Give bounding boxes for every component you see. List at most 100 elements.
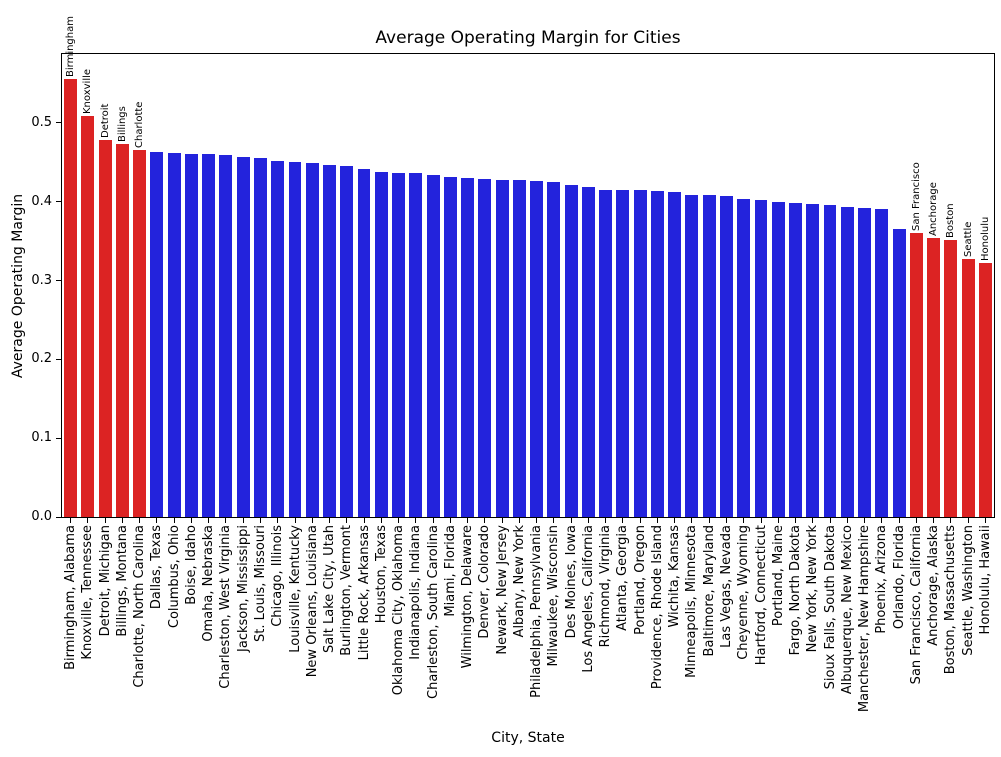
bar bbox=[392, 172, 406, 517]
bar bbox=[875, 208, 889, 517]
x-tick bbox=[467, 518, 469, 523]
y-tick bbox=[56, 437, 61, 439]
x-tick-label: Sioux Falls, South Dakota bbox=[822, 525, 838, 690]
x-tick bbox=[449, 518, 451, 523]
x-tick-label: New Orleans, Louisiana bbox=[304, 525, 320, 678]
y-tick-label: 0.2 bbox=[31, 351, 52, 367]
x-tick bbox=[432, 518, 434, 523]
x-tick-label: Hartford, Connecticut bbox=[753, 525, 769, 666]
bar bbox=[305, 163, 319, 517]
plot-area bbox=[61, 53, 995, 518]
x-tick bbox=[898, 518, 900, 523]
bar bbox=[650, 190, 664, 517]
chart-title: Average Operating Margin for Cities bbox=[375, 28, 681, 48]
bar bbox=[64, 78, 78, 517]
x-tick-label: Albany, New York bbox=[511, 525, 527, 638]
bar bbox=[323, 164, 336, 517]
bar bbox=[167, 152, 181, 517]
x-tick-label: Detroit, Michigan bbox=[97, 525, 113, 637]
x-tick bbox=[708, 518, 710, 523]
x-tick bbox=[484, 518, 486, 523]
x-tick-label: Portland, Maine bbox=[770, 525, 786, 627]
bar-annotation: Honolulu bbox=[979, 216, 991, 262]
x-tick-label: Omaha, Nebraska bbox=[201, 525, 217, 642]
bar bbox=[737, 198, 751, 517]
bar bbox=[909, 233, 923, 517]
bar bbox=[892, 229, 906, 517]
bar bbox=[271, 160, 285, 517]
x-tick bbox=[139, 518, 141, 523]
x-tick bbox=[760, 518, 762, 523]
x-tick bbox=[570, 518, 572, 523]
x-tick-label: Las Vegas, Nevada bbox=[718, 525, 734, 648]
bar bbox=[927, 238, 941, 517]
bar bbox=[512, 179, 526, 517]
x-tick bbox=[950, 518, 952, 523]
bar bbox=[478, 178, 492, 517]
x-tick-label: Seattle, Washington bbox=[960, 525, 976, 656]
x-tick-label: Columbus, Ohio bbox=[166, 525, 182, 629]
x-tick-label: Wichita, Kansas bbox=[667, 525, 683, 628]
bar bbox=[357, 168, 371, 517]
x-tick bbox=[329, 518, 331, 523]
y-tick bbox=[56, 516, 61, 518]
x-tick-label: Phoenix, Arizona bbox=[874, 525, 890, 634]
x-tick-label: Honolulu, Hawaii bbox=[977, 525, 993, 635]
x-axis-label: City, State bbox=[491, 730, 565, 746]
bar-annotation: Birmingham bbox=[65, 15, 77, 77]
y-tick bbox=[56, 358, 61, 360]
bar bbox=[944, 240, 958, 517]
x-tick-label: Cheyenne, Wyoming bbox=[736, 525, 752, 660]
bar bbox=[202, 154, 216, 517]
bar bbox=[754, 200, 768, 517]
x-tick-label: Minneapolis, Minnesota bbox=[684, 525, 700, 678]
bar bbox=[236, 156, 250, 517]
x-tick-label: Boise, Idaho bbox=[183, 525, 199, 605]
bar-annotation: San Francisco bbox=[910, 162, 922, 232]
y-tick bbox=[56, 280, 61, 282]
x-tick-label: Knoxville, Tennessee bbox=[80, 525, 96, 660]
x-tick-label: Charlotte, North Carolina bbox=[132, 525, 148, 688]
y-tick-label: 0.0 bbox=[31, 509, 52, 524]
y-tick bbox=[56, 122, 61, 124]
bar bbox=[668, 192, 682, 517]
x-tick bbox=[121, 518, 123, 523]
x-tick-label: Los Angeles, California bbox=[580, 525, 596, 673]
bar bbox=[184, 153, 198, 517]
x-tick-label: Milwaukee, Wisconsin bbox=[546, 525, 562, 667]
x-tick-label: Charleston, West Virginia bbox=[218, 525, 234, 689]
x-tick-label: Anchorage, Alaska bbox=[926, 525, 942, 646]
x-tick-label: Boston, Massachusetts bbox=[943, 525, 959, 675]
x-tick bbox=[156, 518, 158, 523]
bar bbox=[409, 173, 423, 517]
bar bbox=[633, 189, 647, 517]
x-tick bbox=[311, 518, 313, 523]
x-tick-label: Portland, Oregon bbox=[632, 525, 648, 635]
x-tick bbox=[691, 518, 693, 523]
x-tick bbox=[242, 518, 244, 523]
x-tick bbox=[725, 518, 727, 523]
x-tick bbox=[173, 518, 175, 523]
bar bbox=[685, 194, 699, 517]
bar bbox=[771, 201, 785, 517]
bar bbox=[98, 140, 112, 517]
bar bbox=[426, 174, 440, 517]
bar bbox=[564, 185, 578, 517]
x-tick bbox=[294, 518, 296, 523]
x-tick bbox=[415, 518, 417, 523]
x-tick bbox=[967, 518, 969, 523]
bar bbox=[254, 158, 267, 517]
bar bbox=[150, 152, 164, 517]
x-tick-label: Charleston, South Carolina bbox=[425, 525, 441, 699]
x-tick-label: Dallas, Texas bbox=[149, 525, 165, 610]
x-tick bbox=[190, 518, 192, 523]
bar bbox=[133, 149, 147, 517]
x-tick bbox=[87, 518, 89, 523]
x-tick-label: Baltimore, Maryland bbox=[701, 525, 717, 657]
x-tick-label: Philadelphia, Pennsylvania bbox=[529, 525, 545, 698]
x-tick bbox=[208, 518, 210, 523]
bar bbox=[720, 196, 733, 517]
x-tick-label: Houston, Texas bbox=[373, 525, 389, 624]
x-tick-label: Miami, Florida bbox=[442, 525, 458, 617]
